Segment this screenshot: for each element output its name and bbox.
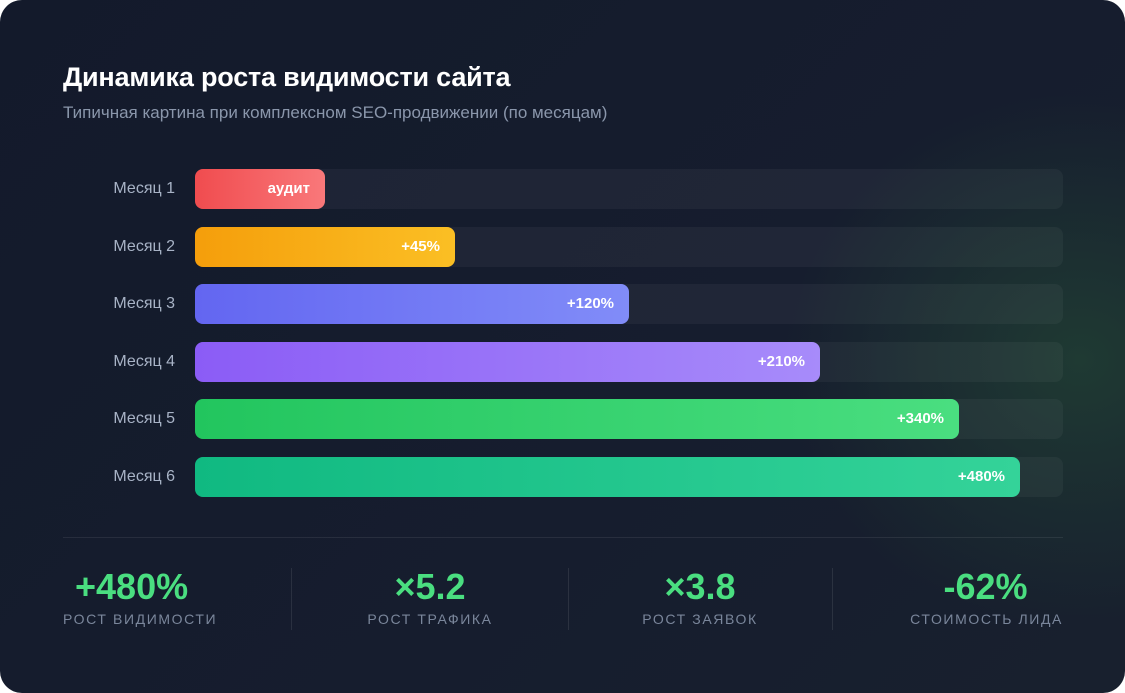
stat-value: +480%	[75, 566, 189, 607]
bar: +120%	[195, 284, 629, 324]
bar-data-label: +45%	[401, 238, 440, 255]
stat-label: РОСТ ВИДИМОСТИ	[63, 611, 218, 627]
bar-data-label: +480%	[957, 468, 1005, 485]
stat-lead-cost: -62% СТОИМОСТЬ ЛИДА	[863, 566, 1063, 630]
bar-track: +340%	[195, 399, 1063, 439]
chart-title: Динамика роста видимости сайта	[63, 62, 511, 92]
bar: +45%	[195, 227, 455, 267]
category-label: Месяц 3	[113, 295, 175, 312]
stat-label: СТОИМОСТЬ ЛИДА	[910, 611, 1063, 627]
stat-separator	[291, 568, 292, 630]
bar-track: +480%	[195, 457, 1063, 497]
bar: +480%	[195, 457, 1020, 497]
bar-track: +120%	[195, 284, 1063, 324]
stat-label: РОСТ ЗАЯВОК	[642, 611, 758, 627]
category-label: Месяц 5	[113, 410, 175, 427]
bar: +210%	[195, 342, 820, 382]
stat-separator	[832, 568, 833, 630]
stat-visibility: +480% РОСТ ВИДИМОСТИ	[63, 566, 283, 630]
bar-data-label: аудит	[267, 180, 310, 197]
stat-label: РОСТ ТРАФИКА	[367, 611, 493, 627]
bar-track: +45%	[195, 227, 1063, 267]
bar-data-label: +340%	[896, 410, 944, 427]
bar-track: +210%	[195, 342, 1063, 382]
stat-value: -62%	[943, 566, 1028, 607]
category-label: Месяц 1	[113, 180, 175, 197]
stat-value: ×3.8	[664, 566, 736, 607]
bar-track: аудит	[195, 169, 1063, 209]
bar-data-label: +120%	[566, 295, 614, 312]
category-label: Месяц 2	[113, 238, 175, 255]
bar: аудит	[195, 169, 325, 209]
stat-separator	[568, 568, 569, 630]
stats-divider	[63, 537, 1063, 538]
bar: +340%	[195, 399, 959, 439]
stat-value: ×5.2	[394, 566, 466, 607]
stat-leads: ×3.8 РОСТ ЗАЯВОК	[600, 566, 800, 630]
chart-subtitle: Типичная картина при комплексном SEO-про…	[63, 103, 608, 122]
category-label: Месяц 6	[113, 468, 175, 485]
stat-traffic: ×5.2 РОСТ ТРАФИКА	[330, 566, 530, 630]
category-label: Месяц 4	[113, 353, 175, 370]
bar-data-label: +210%	[757, 353, 805, 370]
